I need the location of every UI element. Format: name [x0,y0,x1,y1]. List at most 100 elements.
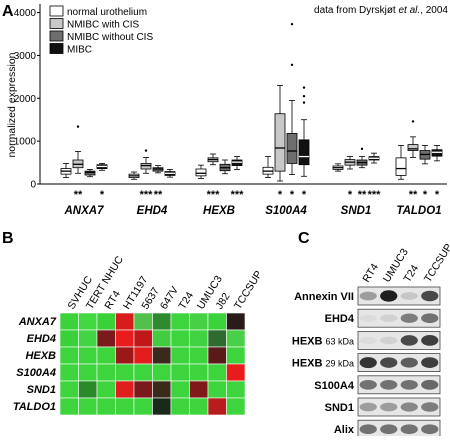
heatmap-cell [59,397,79,416]
heatmap-row-label: SND1 [27,384,56,396]
blot-lane-label: TCCSUP [422,242,450,285]
blot-band [421,379,439,390]
box-body [395,157,407,176]
heatmap-cell [189,346,209,365]
blot-band [400,292,418,300]
gene-label-hexb: HEXB [203,205,235,217]
box-body [195,168,207,177]
legend-swatch [49,18,64,29]
outlier-point [411,120,415,123]
heatmap-cell [59,312,79,331]
heatmap-cell [207,346,227,365]
heatmap-cell [115,346,135,365]
heatmap-cell [207,397,227,416]
significance-stars: * [348,189,353,201]
gene-label-s100a4: S100A4 [265,205,307,217]
box-s100a4-3 [298,86,310,177]
heatmap-cell [115,397,135,416]
heatmap-cell [59,363,79,382]
significance-stars: ** [74,189,83,201]
heatmap-cell [152,397,172,416]
legend-swatch [49,43,64,54]
heatmap-cell [170,329,190,348]
significance-stars: * [278,189,283,201]
blot-band [380,357,398,368]
blot-band-label: Alix [334,424,355,436]
blot-band [421,357,439,368]
heatmap-cell [207,380,227,399]
blot-lane-label: T24 [401,263,421,285]
heatmap-row-label: ANXA7 [18,316,57,328]
box-s100a4-2 [286,22,298,175]
blot-band [359,402,377,412]
blot-band [400,402,418,412]
blot-band [400,379,418,390]
heatmap-cell [170,363,190,382]
heatmap-cell [226,312,246,331]
blot-band [400,313,418,323]
heatmap-cell [133,329,153,348]
blot-strip [357,375,441,395]
box-taldo1-0 [395,145,407,180]
significance-stars: ** [358,189,367,201]
box-hexb-2 [219,159,231,175]
box-snd1-3 [368,152,380,164]
blot-lane-label: RT4 [360,261,381,284]
heatmap-cell [78,397,98,416]
blot-strip [357,353,441,373]
heatmap-col-label: 647V [158,284,181,311]
legend-label: normal urothelium [67,7,147,18]
y-tick-label: 0 [30,180,36,191]
blot-band [380,379,398,390]
box-body [286,133,298,164]
heatmap-cell [226,346,246,365]
heatmap-cell [152,329,172,348]
heatmap-cell [96,397,116,416]
blot-band [421,424,439,435]
blot-band [359,314,377,322]
heatmap-cell [207,312,227,331]
heatmap-cell [189,397,209,416]
box-snd1-0 [332,163,344,172]
significance-stars: * [423,189,428,201]
blot-band [380,336,398,345]
outlier-point [76,125,80,128]
blot-band [380,290,398,302]
blot-band-label: S100A4 [314,380,355,392]
legend-swatch [49,30,64,42]
box-ehd4-1 [140,149,152,174]
significance-stars: * [100,189,105,201]
heatmap-cell [170,397,190,416]
box-anxa7-2 [84,169,96,178]
outlier-point [290,63,294,67]
significance-stars: *** [231,189,245,201]
blot-strip [357,330,441,350]
heatmap-cell [78,346,98,365]
blot-band [359,291,377,301]
heatmap-col-label: TCCSUP [232,269,265,312]
heatmap-cell [133,312,153,331]
box-anxa7-1 [72,125,84,174]
box-s100a4-1 [274,85,286,182]
blot-band-label: HEXB 63 kDa [292,335,354,347]
blot-band [359,357,377,369]
box-hexb-0 [195,164,207,179]
blot-band [380,402,398,412]
heatmap-cell [207,363,227,382]
box-ehd4-3 [164,169,176,178]
legend-label: NMIBC without CIS [67,32,153,43]
heatmap-cell [189,363,209,382]
blot-band-label: EHD4 [325,313,355,325]
outlier-point [144,149,148,152]
gene-label-taldo1: TALDO1 [396,205,441,217]
outlier-point [290,22,294,26]
y-tick-label: 3000 [14,51,37,62]
blot-strip [357,286,441,306]
blot-band-label: Annexin VII [294,291,354,303]
heatmap-row-label: HEXB [25,350,56,362]
heatmap-cell [152,380,172,399]
